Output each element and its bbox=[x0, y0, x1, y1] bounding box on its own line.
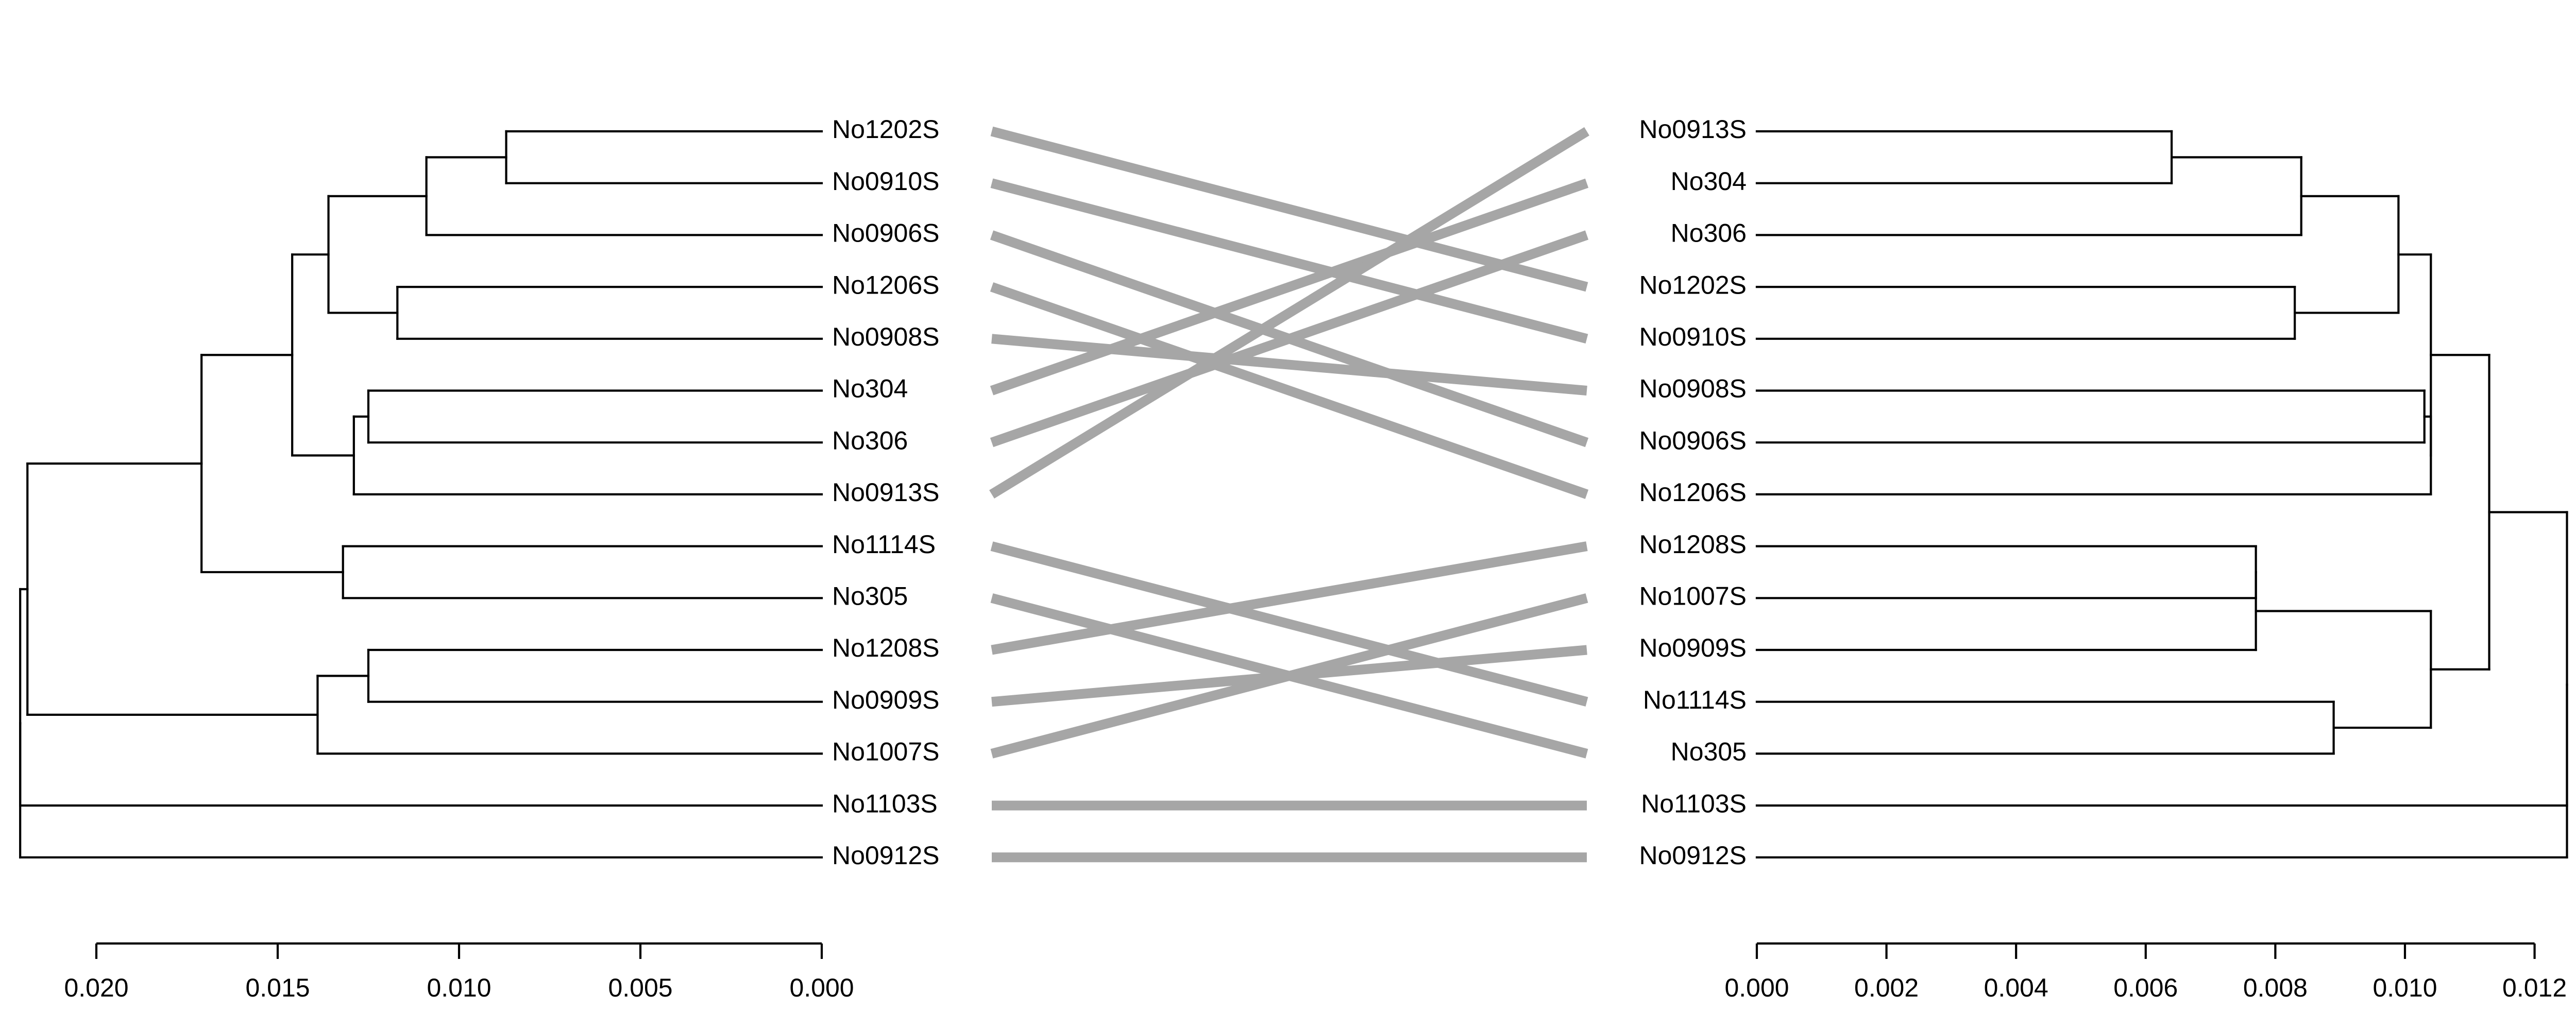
left-dendrogram: No1202S No0910S No0906S No1206S No0908S No304… bbox=[19, 115, 940, 870]
right-tip-label: No305 bbox=[1671, 737, 1747, 766]
left-tip-label: No1103S bbox=[832, 789, 938, 818]
left-axis-tick-label: 0.005 bbox=[608, 973, 672, 1002]
right-tip-label: No1202S bbox=[1639, 270, 1747, 299]
left-tip-label: No1202S bbox=[832, 115, 940, 144]
right-tip-label: No304 bbox=[1671, 167, 1747, 196]
left-tip-label: No304 bbox=[832, 374, 908, 403]
left-tip-label: No305 bbox=[832, 582, 908, 611]
connector-line bbox=[991, 334, 1587, 396]
right-axis-tick-label: 0.008 bbox=[2243, 973, 2308, 1002]
connector-line bbox=[990, 282, 1589, 499]
right-axis: 0.000 0.002 0.004 0.006 0.008 0.010 0.012 bbox=[1724, 942, 2567, 1002]
right-axis-tick-label: 0.000 bbox=[1724, 973, 1789, 1002]
left-tip-label: No1007S bbox=[832, 737, 940, 766]
connector-line bbox=[990, 178, 1588, 344]
left-tip-label: No0908S bbox=[832, 322, 940, 351]
right-tip-label: No1206S bbox=[1639, 478, 1747, 507]
connector-line bbox=[990, 230, 1589, 448]
left-axis-tick-label: 0.010 bbox=[427, 973, 491, 1002]
right-tip-label: No0910S bbox=[1639, 322, 1747, 351]
left-tip-label: No0913S bbox=[832, 478, 940, 507]
left-tip-label: No1208S bbox=[832, 633, 940, 662]
left-tip-label: No0906S bbox=[832, 219, 940, 248]
left-tip-label: No0912S bbox=[832, 841, 940, 870]
right-tip-label: No0909S bbox=[1639, 633, 1747, 662]
right-dendrogram: No0913S No304 No306 No1202S No0910S No0908S No… bbox=[1639, 115, 2568, 870]
right-axis-tick-label: 0.012 bbox=[2502, 973, 2567, 1002]
left-tip-label: No0909S bbox=[832, 685, 940, 714]
right-tip-label: No1208S bbox=[1639, 530, 1747, 559]
right-tip-label: No306 bbox=[1671, 219, 1747, 248]
right-tip-label: No1103S bbox=[1641, 789, 1747, 818]
tanglegram-connectors bbox=[989, 126, 1589, 863]
connector-line bbox=[989, 127, 1589, 499]
right-axis-tick-label: 0.010 bbox=[2372, 973, 2437, 1002]
connector-line bbox=[991, 541, 1588, 655]
right-tip-label: No1007S bbox=[1639, 582, 1747, 611]
left-tip-label: No1114S bbox=[832, 530, 936, 559]
left-axis-tick-label: 0.000 bbox=[789, 973, 854, 1002]
right-axis-tick-label: 0.002 bbox=[1854, 973, 1919, 1002]
right-tip-label: No1114S bbox=[1643, 685, 1747, 714]
left-tip-label: No0910S bbox=[832, 167, 940, 196]
right-tip-label: No0912S bbox=[1639, 841, 1747, 870]
left-axis: 0.020 0.015 0.010 0.005 0.000 bbox=[64, 942, 854, 1002]
connector-line bbox=[990, 178, 1589, 396]
right-tip-label: No0906S bbox=[1639, 426, 1747, 455]
left-axis-tick-label: 0.020 bbox=[64, 973, 128, 1002]
left-axis-tick-label: 0.015 bbox=[245, 973, 310, 1002]
left-tip-label: No1206S bbox=[832, 270, 940, 299]
connector-line bbox=[990, 126, 1588, 292]
connector-line bbox=[990, 593, 1588, 759]
right-axis-tick-label: 0.004 bbox=[1984, 973, 2048, 1002]
right-axis-tick-label: 0.006 bbox=[2113, 973, 2178, 1002]
connector-line bbox=[990, 541, 1588, 707]
right-tip-label: No0913S bbox=[1639, 115, 1747, 144]
left-tip-label: No306 bbox=[832, 426, 908, 455]
right-tip-label: No0908S bbox=[1639, 374, 1747, 403]
